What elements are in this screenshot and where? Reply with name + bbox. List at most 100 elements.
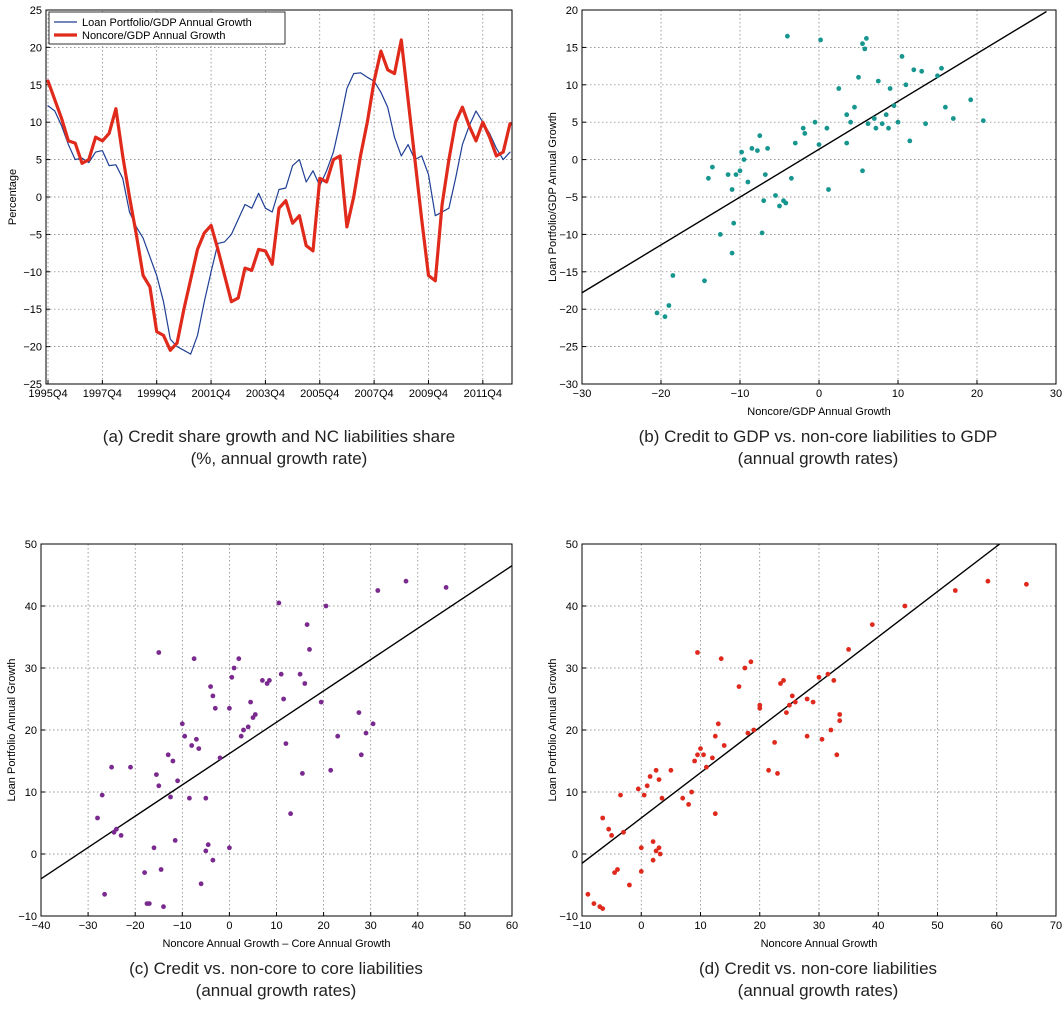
panel-c-credit-vs-noncore-core-scatter: −10 0 10 20 30 40 50 −40 −30 −20 −10 0 10 20 30 40 50 60 N… bbox=[6, 539, 518, 1000]
y-tick-label: 40 bbox=[25, 601, 37, 613]
scatter-point bbox=[600, 815, 606, 821]
scatter-point bbox=[739, 149, 744, 155]
y-tick-label: −5 bbox=[565, 192, 578, 204]
scatter-point bbox=[761, 198, 767, 204]
x-tick-label: 60 bbox=[991, 920, 1003, 932]
scatter-point bbox=[227, 705, 232, 711]
scatter-point bbox=[653, 767, 659, 773]
scatter-point bbox=[154, 772, 159, 777]
y-tick-label: −10 bbox=[23, 267, 42, 279]
scatter-point bbox=[191, 656, 197, 662]
x-tick-label: 40 bbox=[872, 920, 884, 932]
scatter-point bbox=[618, 792, 623, 798]
scatter-point bbox=[759, 230, 765, 236]
scatter-point bbox=[856, 74, 861, 80]
panel-caption-line: (%, annual growth rate) bbox=[191, 449, 368, 468]
scatter-point bbox=[825, 671, 831, 677]
scatter-point bbox=[656, 845, 662, 851]
scatter-point bbox=[288, 811, 293, 817]
scatter-point bbox=[844, 140, 850, 146]
x-tick-label: 2005Q4 bbox=[300, 388, 339, 400]
scatter-point bbox=[804, 696, 810, 702]
scatter-point bbox=[300, 771, 305, 776]
scatter-point bbox=[802, 131, 808, 136]
scatter-point bbox=[828, 727, 834, 733]
scatter-point bbox=[208, 684, 214, 689]
scatter-point bbox=[335, 733, 341, 739]
scatter-point bbox=[702, 278, 707, 284]
y-tick-label: 50 bbox=[25, 539, 37, 551]
x-tick-label: 0 bbox=[816, 388, 822, 400]
scatter-point bbox=[765, 146, 770, 151]
scatter-point bbox=[695, 650, 700, 655]
scatter-point bbox=[943, 104, 948, 110]
scatter-point bbox=[816, 142, 822, 148]
scatter-point bbox=[919, 68, 925, 74]
scatter-point bbox=[886, 125, 891, 131]
y-tick-label: 5 bbox=[572, 117, 578, 129]
scatter-point bbox=[635, 786, 641, 792]
scatter-point bbox=[749, 146, 755, 151]
x-tick-label: 50 bbox=[931, 920, 943, 932]
scatter-point bbox=[370, 721, 376, 727]
scatter-point bbox=[816, 674, 822, 680]
regression-line bbox=[41, 565, 512, 880]
y-tick-label: 20 bbox=[566, 725, 578, 737]
scatter-point bbox=[873, 125, 879, 131]
scatter-point bbox=[443, 585, 449, 590]
scatter-point bbox=[187, 795, 192, 801]
scatter-point bbox=[680, 795, 686, 801]
scatter-point bbox=[968, 97, 974, 103]
scatter-point bbox=[403, 578, 409, 584]
y-tick-label: −20 bbox=[559, 304, 578, 316]
scatter-point bbox=[895, 119, 901, 125]
scatter-point bbox=[826, 187, 831, 192]
x-tick-label: 70 bbox=[1050, 920, 1062, 932]
scatter-point bbox=[706, 175, 711, 181]
x-axis-title: Noncore Annual Growth bbox=[761, 938, 878, 950]
y-tick-label: 15 bbox=[30, 80, 42, 92]
scatter-point bbox=[834, 752, 840, 758]
scatter-point bbox=[824, 125, 830, 131]
scatter-point bbox=[252, 712, 258, 717]
scatter-point bbox=[812, 119, 818, 125]
y-tick-label: −30 bbox=[559, 379, 578, 391]
y-tick-label: −25 bbox=[559, 342, 578, 354]
scatter-point bbox=[810, 699, 816, 705]
scatter-point bbox=[146, 901, 152, 906]
y-tick-label: −10 bbox=[559, 911, 578, 923]
legend-label: Loan Portfolio/GDP Annual Growth bbox=[82, 17, 252, 29]
scatter-point bbox=[638, 869, 644, 874]
scatter-point bbox=[641, 792, 647, 798]
y-tick-label: 10 bbox=[566, 787, 578, 799]
scatter-point bbox=[657, 851, 663, 857]
scatter-point bbox=[356, 710, 362, 715]
scatter-point bbox=[745, 730, 751, 736]
scatter-point bbox=[783, 200, 789, 206]
x-tick-label: −20 bbox=[126, 920, 145, 932]
y-tick-label: 10 bbox=[25, 787, 37, 799]
scatter-point bbox=[165, 752, 171, 758]
scatter-point bbox=[733, 172, 739, 178]
scatter-point bbox=[114, 826, 119, 832]
scatter-point bbox=[653, 848, 659, 854]
scatter-point bbox=[891, 103, 897, 109]
scatter-point bbox=[175, 778, 181, 784]
y-tick-label: 0 bbox=[572, 155, 578, 167]
y-axis-title: Loan Portfolio Annual Growth bbox=[547, 658, 559, 801]
series-line-noncore bbox=[46, 38, 512, 352]
scatter-point bbox=[307, 647, 312, 652]
x-tick-label: 1999Q4 bbox=[137, 388, 176, 400]
x-tick-label: 1995Q4 bbox=[28, 388, 67, 400]
scatter-point bbox=[871, 116, 877, 121]
scatter-point bbox=[939, 65, 944, 71]
x-tick-label: −30 bbox=[573, 388, 592, 400]
scatter-point bbox=[781, 678, 786, 683]
scatter-point bbox=[260, 678, 265, 683]
scatter-point bbox=[860, 41, 865, 47]
scatter-point bbox=[792, 699, 798, 705]
y-tick-label: 0 bbox=[36, 192, 42, 204]
scatter-point bbox=[241, 727, 246, 733]
panel-d-credit-vs-noncore-scatter: −10 0 10 20 30 40 50 −10 0 10 20 30 40 50 60 70 Noncore … bbox=[547, 539, 1062, 1000]
y-tick-label: −5 bbox=[29, 229, 42, 241]
